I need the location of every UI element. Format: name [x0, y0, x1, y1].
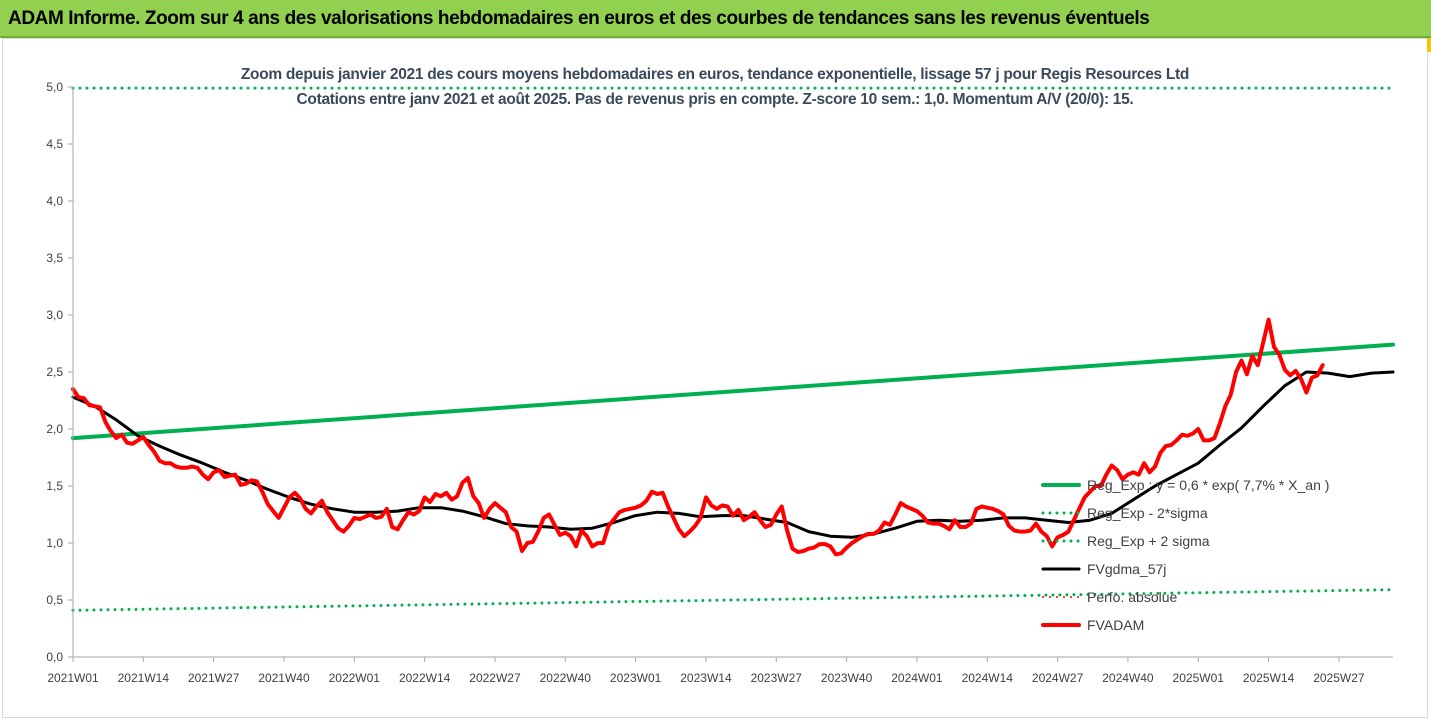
report-title: ADAM Informe. Zoom sur 4 ans des valoris…: [8, 8, 1150, 29]
x-tick-label: 2022W40: [540, 671, 592, 685]
legend: Reg_Exp : y = 0,6 * exp( 7,7% * X_an ) Re…: [1041, 477, 1329, 633]
chart-title: Zoom depuis janvier 2021 des cours moyen…: [241, 66, 1189, 83]
y-tick-label: 0,5: [46, 593, 63, 607]
y-tick-label: 2,5: [46, 365, 63, 379]
x-tick-label: 2025W14: [1243, 671, 1295, 685]
y-tick-label: 5,0: [46, 80, 63, 94]
x-tick-label: 2021W40: [258, 671, 310, 685]
x-tick-label: 2021W27: [188, 671, 240, 685]
y-tick-label: 4,5: [46, 137, 63, 151]
x-tick-label: 2022W01: [329, 671, 381, 685]
series-line-5: [71, 317, 1325, 557]
series-line-1: [71, 588, 1395, 612]
x-tick-label: 2023W01: [610, 671, 662, 685]
x-tick-label: 2023W14: [680, 671, 732, 685]
x-tick-label: 2025W27: [1313, 671, 1365, 685]
x-tick-label: 2023W40: [821, 671, 873, 685]
x-tick-label: 2022W27: [469, 671, 521, 685]
y-tick-label: 0,0: [46, 650, 63, 664]
report-banner: ADAM Informe. Zoom sur 4 ans des valoris…: [0, 0, 1431, 38]
y-tick-label: 1,5: [46, 479, 63, 493]
y-tick-label: 3,5: [46, 251, 63, 265]
axes-group: 0,0 0,5 1,0 1,5 2,0 2,5 3,0 3,5 4,0 4,5 5,0 2021W01…: [46, 80, 1393, 685]
corner-marker: [1427, 38, 1431, 52]
legend-label-1: Reg_Exp - 2*sigma: [1087, 505, 1208, 521]
line-chart: Zoom depuis janvier 2021 des cours moyen…: [46, 59, 1395, 685]
y-tick-label: 2,0: [46, 422, 63, 436]
title-background: [208, 59, 1222, 107]
x-tick-label: 2023W27: [751, 671, 803, 685]
legend-label-2: Reg_Exp + 2 sigma: [1087, 533, 1210, 549]
chart-subtitle: Cotations entre janv 2021 et août 2025. …: [297, 91, 1134, 108]
legend-label-4: Perfo. absolue: [1087, 589, 1177, 605]
x-tick-label: 2024W27: [1032, 671, 1084, 685]
y-tick-label: 4,0: [46, 194, 63, 208]
series-line-0: [71, 342, 1395, 441]
legend-label-3: FVgdma_57j: [1087, 561, 1166, 577]
x-tick-label: 2025W01: [1173, 671, 1225, 685]
chart-area: Zoom depuis janvier 2021 des cours moyen…: [2, 38, 1428, 718]
series-group: [71, 86, 1395, 612]
x-tick-label: 2021W14: [118, 671, 170, 685]
y-tick-label: 3,0: [46, 308, 63, 322]
x-tick-label: 2022W14: [399, 671, 451, 685]
legend-label-5: FVADAM: [1087, 617, 1144, 633]
x-tick-label: 2024W40: [1102, 671, 1154, 685]
x-tick-label: 2024W01: [891, 671, 943, 685]
chart-title-group: Zoom depuis janvier 2021 des cours moyen…: [208, 59, 1222, 108]
y-tick-label: 1,0: [46, 536, 63, 550]
legend-label-0: Reg_Exp : y = 0,6 * exp( 7,7% * X_an ): [1087, 477, 1329, 493]
x-tick-label: 2024W14: [962, 671, 1014, 685]
x-tick-label: 2021W01: [47, 671, 99, 685]
